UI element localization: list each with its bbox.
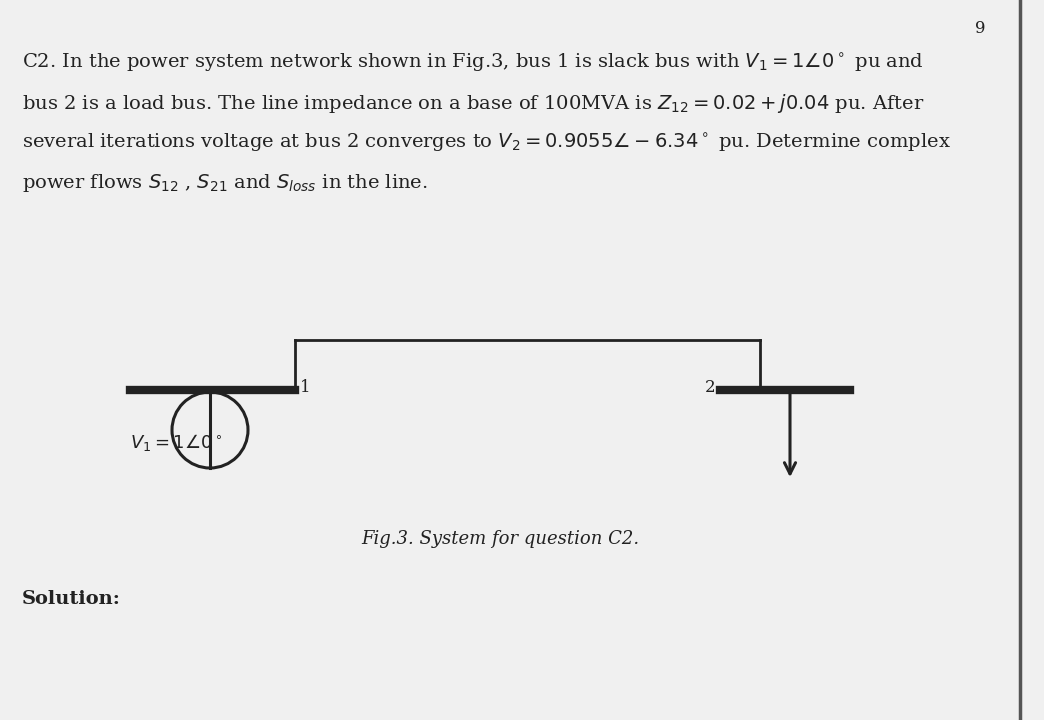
Text: bus 2 is a load bus. The line impedance on a base of 100MVA is $Z_{12} = 0.02+j0: bus 2 is a load bus. The line impedance …	[22, 92, 924, 115]
Text: power flows $S_{12}$ , $S_{21}$ and $S_{loss}$ in the line.: power flows $S_{12}$ , $S_{21}$ and $S_{…	[22, 172, 428, 194]
Text: C2. In the power system network shown in Fig.3, bus 1 is slack bus with $V_1 =1\: C2. In the power system network shown in…	[22, 52, 924, 75]
Text: 1: 1	[300, 379, 311, 397]
Text: $V_1 = 1\angle0^\circ$: $V_1 = 1\angle0^\circ$	[130, 432, 222, 453]
Text: Solution:: Solution:	[22, 590, 121, 608]
Text: 9: 9	[974, 20, 984, 37]
Text: Fig.3. System for question C2.: Fig.3. System for question C2.	[361, 530, 639, 548]
Text: 2: 2	[705, 379, 715, 397]
Text: several iterations voltage at bus 2 converges to $V_2 = 0.9055\angle-6.34^\circ$: several iterations voltage at bus 2 conv…	[22, 132, 951, 156]
